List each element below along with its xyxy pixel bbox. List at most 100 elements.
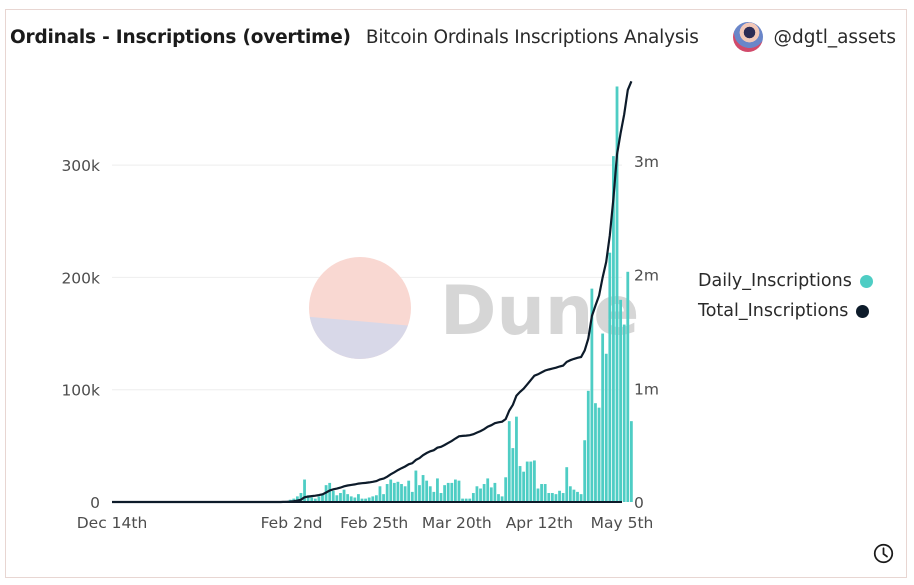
- bar-daily-inscriptions[interactable]: [360, 498, 364, 502]
- clock-icon[interactable]: [873, 543, 894, 564]
- bar-daily-inscriptions[interactable]: [493, 482, 497, 502]
- bar-daily-inscriptions[interactable]: [385, 484, 389, 502]
- bar-daily-inscriptions[interactable]: [543, 484, 547, 502]
- bar-daily-inscriptions[interactable]: [554, 494, 558, 502]
- bar-daily-inscriptions[interactable]: [357, 494, 360, 502]
- bar-daily-inscriptions[interactable]: [400, 484, 403, 502]
- bar-daily-inscriptions[interactable]: [536, 488, 540, 502]
- bar-daily-inscriptions[interactable]: [382, 494, 385, 502]
- bar-daily-inscriptions[interactable]: [601, 333, 605, 502]
- bar-daily-inscriptions[interactable]: [515, 416, 518, 502]
- bar-daily-inscriptions[interactable]: [590, 288, 594, 502]
- bar-daily-inscriptions[interactable]: [306, 495, 310, 502]
- bar-daily-inscriptions[interactable]: [565, 467, 569, 502]
- bar-daily-inscriptions[interactable]: [364, 498, 367, 502]
- bar-daily-inscriptions[interactable]: [608, 252, 612, 502]
- y-right-tick-label: 0: [634, 494, 644, 512]
- bar-daily-inscriptions[interactable]: [561, 493, 565, 502]
- bar-daily-inscriptions[interactable]: [436, 478, 439, 502]
- bar-daily-inscriptions[interactable]: [339, 493, 342, 502]
- bar-daily-inscriptions[interactable]: [518, 466, 522, 502]
- bar-daily-inscriptions[interactable]: [342, 489, 346, 502]
- bar-daily-inscriptions[interactable]: [626, 271, 630, 502]
- bar-daily-inscriptions[interactable]: [418, 485, 421, 502]
- bar-daily-inscriptions[interactable]: [321, 494, 324, 502]
- bar-daily-inscriptions[interactable]: [471, 493, 475, 502]
- bar-daily-inscriptions[interactable]: [568, 486, 572, 502]
- bar-daily-inscriptions[interactable]: [504, 477, 508, 502]
- author-link[interactable]: @dgtl_assets: [733, 20, 896, 54]
- bar-daily-inscriptions[interactable]: [615, 86, 619, 503]
- bar-daily-inscriptions[interactable]: [392, 482, 396, 502]
- bar-daily-inscriptions[interactable]: [353, 497, 357, 502]
- bar-daily-inscriptions[interactable]: [295, 496, 299, 502]
- bar-daily-inscriptions[interactable]: [475, 486, 479, 502]
- bar-daily-inscriptions[interactable]: [378, 486, 382, 502]
- legend-item-total[interactable]: Total_Inscriptions: [698, 296, 873, 326]
- bar-daily-inscriptions[interactable]: [414, 470, 418, 502]
- bar-daily-inscriptions[interactable]: [328, 482, 332, 502]
- bar-daily-inscriptions[interactable]: [540, 484, 543, 502]
- bar-daily-inscriptions[interactable]: [489, 487, 493, 502]
- bar-daily-inscriptions[interactable]: [410, 491, 414, 502]
- bar-daily-inscriptions[interactable]: [432, 491, 436, 502]
- bar-daily-inscriptions[interactable]: [331, 490, 335, 502]
- bar-daily-inscriptions[interactable]: [371, 496, 375, 502]
- bar-daily-inscriptions[interactable]: [619, 299, 622, 502]
- bar-daily-inscriptions[interactable]: [389, 479, 393, 502]
- bar-daily-inscriptions[interactable]: [396, 481, 400, 502]
- bar-daily-inscriptions[interactable]: [511, 448, 515, 502]
- bar-daily-inscriptions[interactable]: [525, 461, 529, 502]
- bar-daily-inscriptions[interactable]: [583, 440, 587, 502]
- bar-daily-inscriptions[interactable]: [443, 485, 447, 502]
- bar-daily-inscriptions[interactable]: [425, 480, 429, 502]
- legend-item-daily[interactable]: Daily_Inscriptions: [698, 266, 873, 296]
- bar-daily-inscriptions[interactable]: [586, 390, 590, 502]
- bar-daily-inscriptions[interactable]: [335, 495, 339, 502]
- bar-daily-inscriptions[interactable]: [439, 493, 443, 502]
- bar-daily-inscriptions[interactable]: [486, 478, 490, 502]
- bar-daily-inscriptions[interactable]: [428, 486, 432, 502]
- bar-daily-inscriptions[interactable]: [367, 497, 371, 502]
- bar-daily-inscriptions[interactable]: [547, 493, 551, 502]
- bar-daily-inscriptions[interactable]: [457, 480, 461, 502]
- bar-daily-inscriptions[interactable]: [310, 497, 314, 502]
- bar-daily-inscriptions[interactable]: [558, 490, 561, 502]
- bar-daily-inscriptions[interactable]: [550, 493, 554, 502]
- bar-daily-inscriptions[interactable]: [622, 324, 626, 502]
- bar-daily-inscriptions[interactable]: [313, 498, 317, 502]
- y-left-tick-label: 300k: [61, 157, 100, 175]
- bar-daily-inscriptions[interactable]: [461, 498, 464, 502]
- bar-daily-inscriptions[interactable]: [572, 489, 576, 502]
- dashboard-link[interactable]: Bitcoin Ordinals Inscriptions Analysis: [365, 26, 699, 48]
- bar-daily-inscriptions[interactable]: [497, 494, 500, 502]
- bar-daily-inscriptions[interactable]: [604, 353, 608, 502]
- bar-daily-inscriptions[interactable]: [576, 491, 579, 502]
- bar-daily-inscriptions[interactable]: [349, 496, 353, 502]
- bar-daily-inscriptions[interactable]: [421, 475, 425, 502]
- bar-daily-inscriptions[interactable]: [612, 156, 615, 502]
- bar-daily-inscriptions[interactable]: [468, 498, 472, 502]
- bar-daily-inscriptions[interactable]: [303, 479, 306, 502]
- bar-daily-inscriptions[interactable]: [529, 461, 533, 502]
- bar-daily-inscriptions[interactable]: [317, 496, 321, 502]
- bar-daily-inscriptions[interactable]: [446, 482, 450, 502]
- bar-daily-inscriptions[interactable]: [594, 403, 597, 502]
- bar-daily-inscriptions[interactable]: [454, 479, 457, 502]
- bar-daily-inscriptions[interactable]: [500, 496, 504, 502]
- bar-daily-inscriptions[interactable]: [403, 486, 407, 502]
- bar-daily-inscriptions[interactable]: [533, 460, 536, 502]
- bar-daily-inscriptions[interactable]: [629, 421, 633, 502]
- bar-daily-inscriptions[interactable]: [479, 488, 482, 502]
- bar-daily-inscriptions[interactable]: [579, 494, 583, 502]
- bar-daily-inscriptions[interactable]: [464, 498, 468, 502]
- bar-daily-inscriptions[interactable]: [450, 482, 454, 502]
- bar-daily-inscriptions[interactable]: [407, 480, 411, 502]
- bar-daily-inscriptions[interactable]: [374, 495, 378, 502]
- bar-daily-inscriptions[interactable]: [346, 494, 350, 502]
- bar-daily-inscriptions[interactable]: [522, 471, 526, 502]
- bar-daily-inscriptions[interactable]: [299, 493, 303, 502]
- bar-daily-inscriptions[interactable]: [597, 407, 601, 502]
- bar-daily-inscriptions[interactable]: [507, 421, 511, 502]
- bar-daily-inscriptions[interactable]: [482, 484, 486, 502]
